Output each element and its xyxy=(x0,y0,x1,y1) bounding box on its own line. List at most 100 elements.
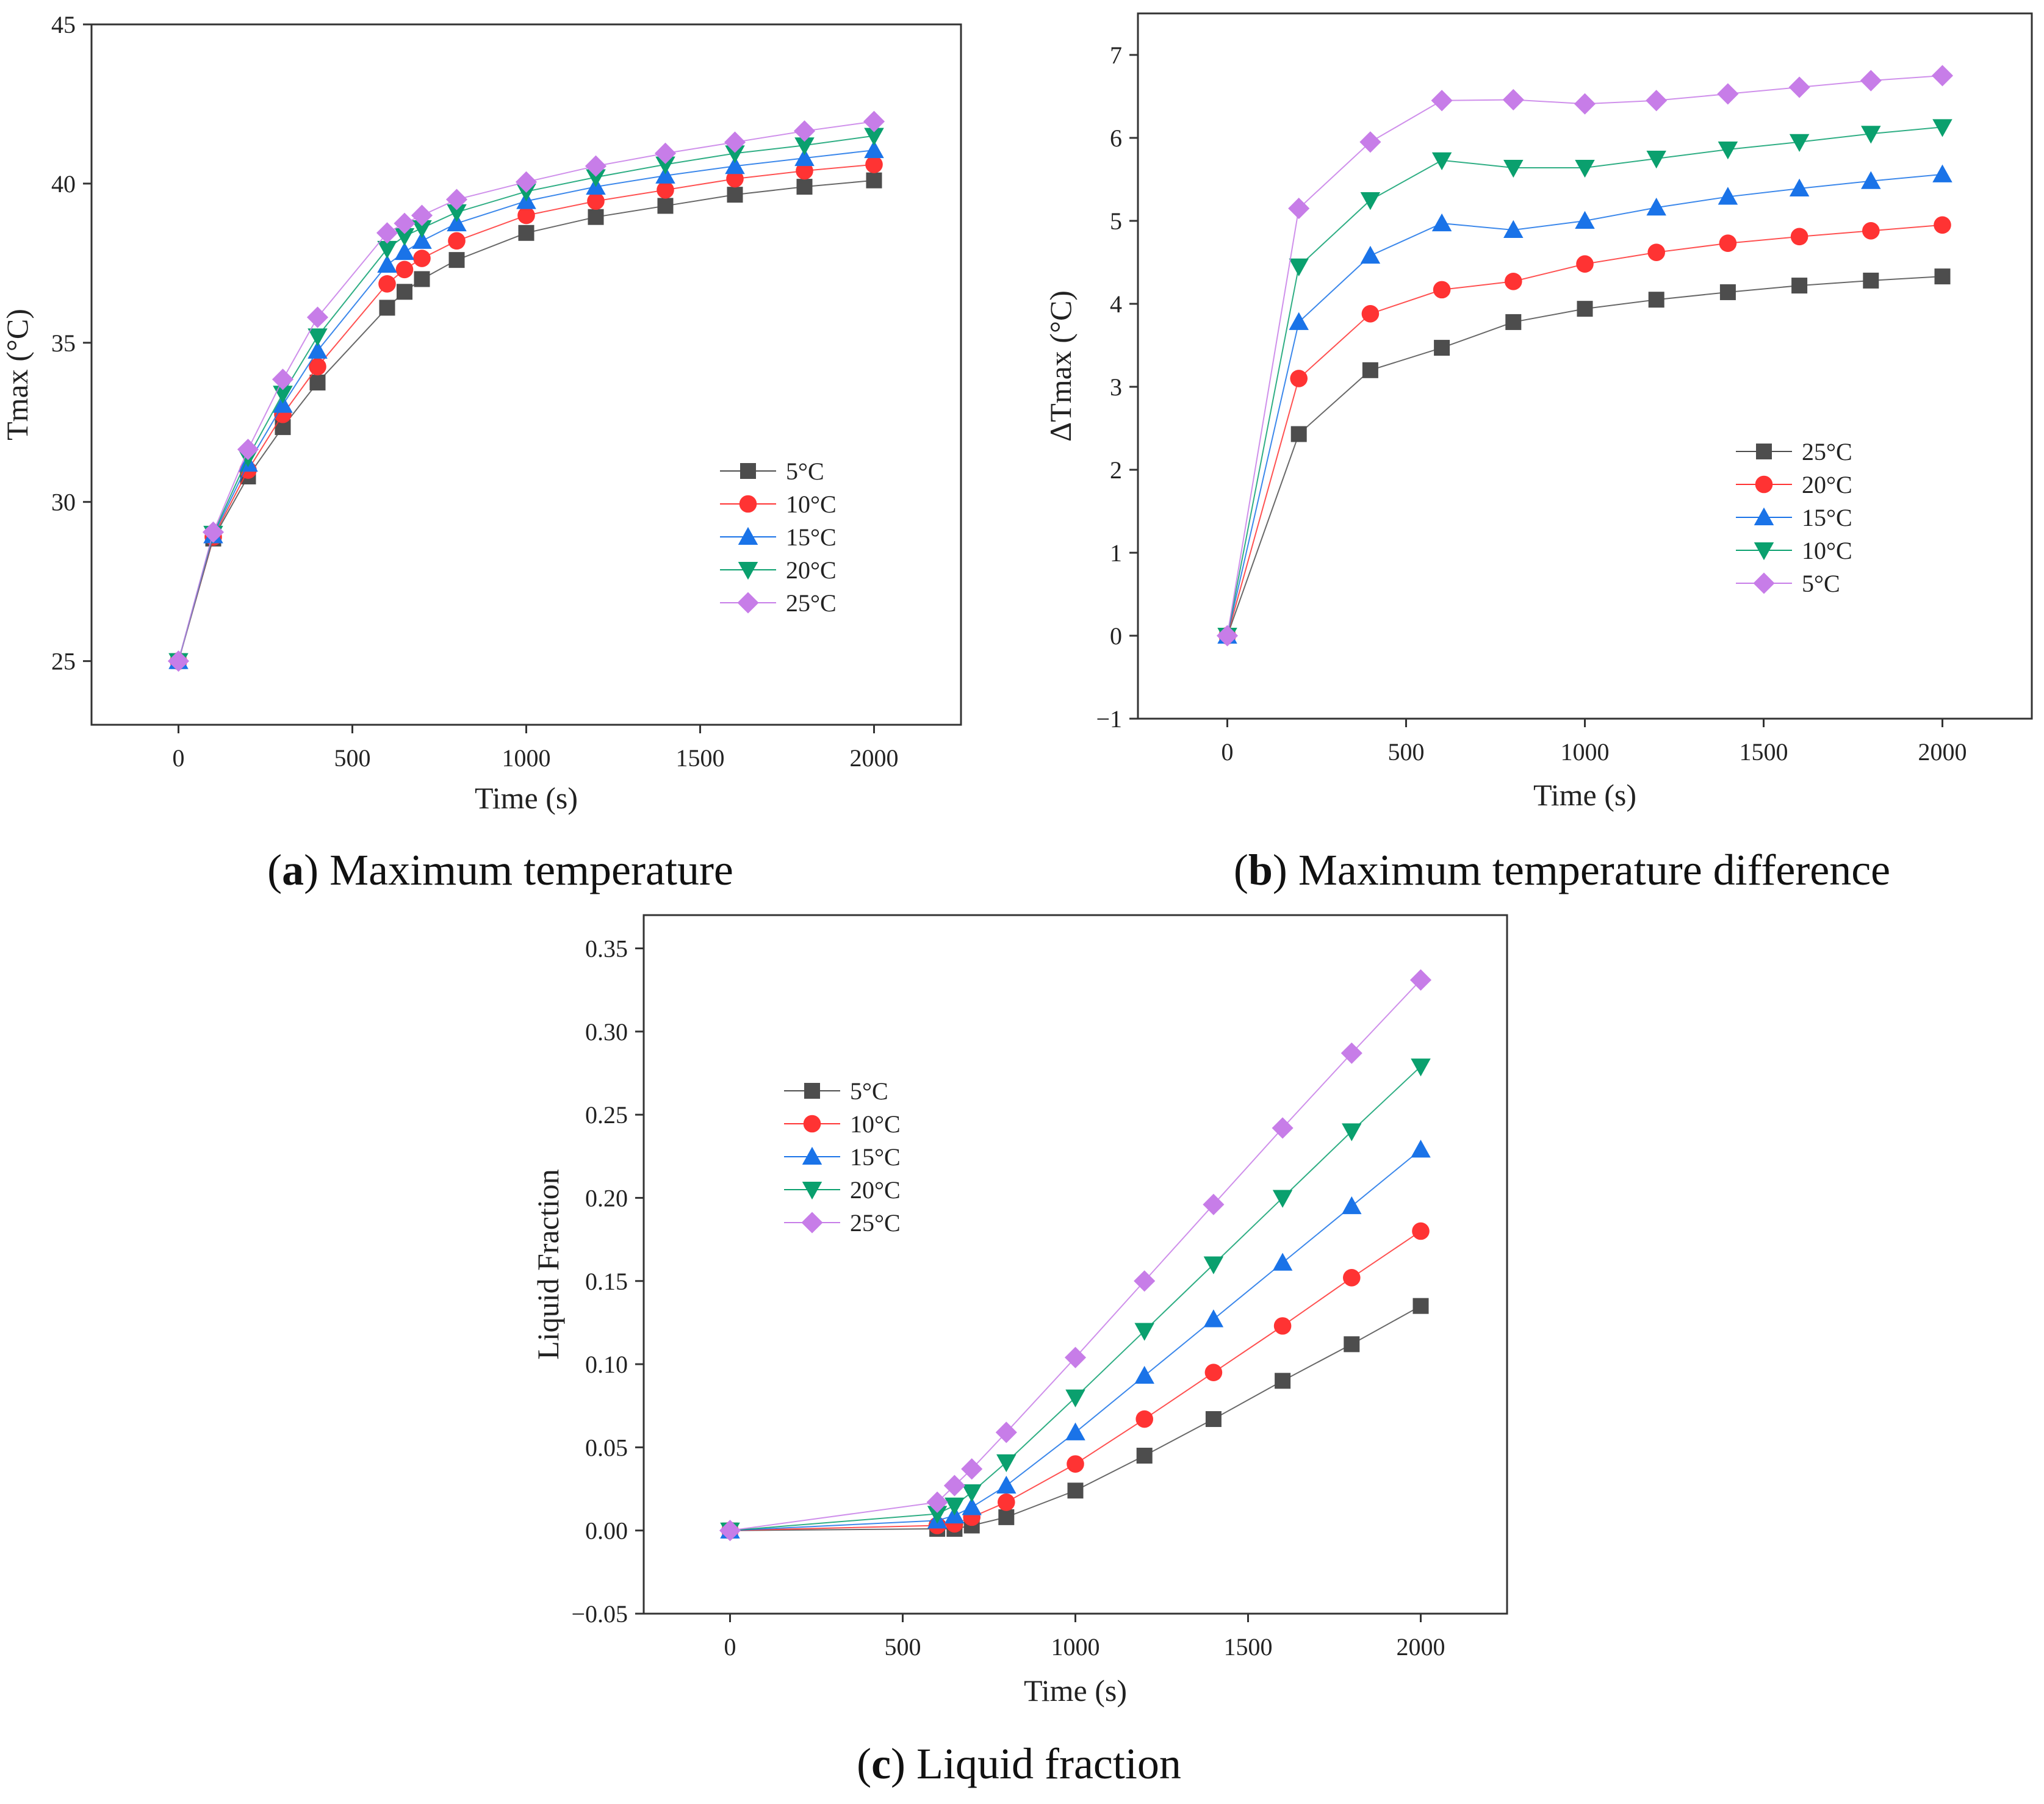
chart-a-data-point xyxy=(864,128,884,146)
chart-a-data-point xyxy=(445,189,468,210)
chart-a-legend-marker xyxy=(737,592,759,614)
chart-c-data-point xyxy=(996,1475,1017,1494)
chart-a-data-point xyxy=(411,204,433,226)
chart-a-x-tick-label: 1000 xyxy=(502,744,551,772)
chart-a-data-point xyxy=(308,340,328,359)
chart-a-data-point xyxy=(309,375,326,391)
chart-a-data-point xyxy=(586,169,606,187)
chart-a-data-point xyxy=(377,254,397,273)
chart-b-data-point xyxy=(1360,192,1381,210)
chart-c-data-point xyxy=(1342,1123,1362,1141)
chart-c-legend-label: 25°C xyxy=(850,1209,901,1237)
chart-b-data-point xyxy=(1576,255,1594,273)
chart-a-data-point xyxy=(515,171,538,193)
chart-c-data-point xyxy=(719,1520,741,1542)
chart-b-data-point xyxy=(1861,171,1881,189)
caption-a-letter: a xyxy=(282,846,304,894)
chart-c-data-point xyxy=(961,1458,983,1480)
chart-a-data-point xyxy=(727,187,743,203)
chart-c-data-point xyxy=(1135,1410,1153,1428)
chart-c-y-tick-label: 0.00 xyxy=(585,1517,628,1545)
chart-a-legend-label: 15°C xyxy=(786,523,837,551)
caption-b-text: Maximum temperature difference xyxy=(1287,846,1891,894)
chart-a-x-tick-label: 0 xyxy=(173,744,185,772)
chart-a-data-point xyxy=(376,222,398,244)
chart-b-legend-label: 20°C xyxy=(1802,471,1852,498)
chart-b-data-point xyxy=(1788,76,1810,98)
chart-b-data-point xyxy=(1863,272,1879,289)
chart-b-data-point xyxy=(1648,292,1664,308)
chart-b-data-point xyxy=(1719,234,1737,253)
chart-b-x-tick-label: 2000 xyxy=(1918,738,1967,766)
chart-b-data-point xyxy=(1575,159,1595,178)
chart-a-data-point xyxy=(588,209,604,225)
chart-b-data-point xyxy=(1717,83,1739,105)
caption-c-text: Liquid fraction xyxy=(905,1739,1181,1788)
chart-c-data-point xyxy=(1067,1455,1084,1473)
chart-c-data-point xyxy=(926,1491,948,1513)
chart-b-data-point xyxy=(1577,301,1593,317)
chart-b-data-point xyxy=(1503,220,1524,238)
chart-b-series-points xyxy=(1217,164,1952,644)
caption-a: (a) Maximum temperature xyxy=(267,846,733,894)
chart-b-data-point xyxy=(1718,142,1738,160)
chart-b-data-point xyxy=(1433,281,1451,299)
chart-a-data-point xyxy=(412,220,432,239)
chart-c-data-point xyxy=(1134,1323,1154,1341)
chart-a-data-point xyxy=(794,137,815,156)
chart-b-legend-marker xyxy=(1754,542,1774,561)
chart-c-data-point xyxy=(1275,1373,1291,1389)
chart-b-data-point xyxy=(1431,152,1452,170)
caption-c: (c) Liquid fraction xyxy=(857,1739,1181,1788)
chart-b-y-tick-label: 0 xyxy=(1110,622,1122,650)
chart-c-y-axis-label: Liquid Fraction xyxy=(531,1169,565,1359)
chart-b-data-point xyxy=(1431,213,1452,232)
chart-a-data-point xyxy=(864,140,884,159)
chart-c-legend-marker xyxy=(801,1212,823,1234)
chart-c-data-point xyxy=(1272,1190,1293,1208)
chart-a-legend-label: 25°C xyxy=(786,589,837,617)
chart-a-data-point xyxy=(726,170,744,188)
chart-a-data-point xyxy=(655,156,675,174)
chart-a-data-point xyxy=(413,250,431,267)
chart-a-data-point xyxy=(448,232,466,250)
chart-c-legend-label: 15°C xyxy=(850,1143,901,1171)
chart-b-data-point xyxy=(1646,197,1666,216)
chart-c-series-line xyxy=(730,979,1422,1531)
chart-b-y-tick-label: 5 xyxy=(1110,207,1122,235)
chart-a-data-point xyxy=(237,439,259,461)
chart-a-data-point xyxy=(587,192,605,210)
chart-b-data-point xyxy=(1789,178,1810,196)
chart-b-data-point xyxy=(1934,216,1951,234)
chart-maximum-temperature: 0 500 1000 1500 2000 25 30 35 40 45 Time (s) Tmax (… xyxy=(0,11,962,815)
caption-b: (b) Maximum temperature difference xyxy=(1233,846,1891,894)
chart-a-legend-marker xyxy=(738,562,758,580)
chart-a-x-axis-label: Time (s) xyxy=(475,781,578,815)
chart-a-data-point xyxy=(309,358,326,376)
chart-a-y-tick-label: 40 xyxy=(51,170,76,198)
chart-a-frame xyxy=(90,23,962,726)
chart-c-data-point xyxy=(945,1497,965,1516)
chart-b-y-tick-label: 4 xyxy=(1110,290,1122,318)
chart-c-data-point xyxy=(1344,1336,1360,1353)
chart-a-y-tick-label: 25 xyxy=(51,648,76,675)
chart-c-legend-marker xyxy=(803,1115,821,1133)
chart-c-y-tick-label: 0.15 xyxy=(585,1268,628,1295)
chart-a-y-axis-label: Tmax (°C) xyxy=(0,309,34,440)
chart-c-data-point xyxy=(1343,1269,1361,1287)
chart-b-legend-marker xyxy=(1753,572,1775,594)
chart-b-y-tick-label: 6 xyxy=(1110,124,1122,152)
chart-b-series-points xyxy=(1217,119,1952,646)
chart-a-data-point xyxy=(585,155,607,177)
chart-a-data-point xyxy=(379,300,395,316)
chart-b-data-point xyxy=(1719,284,1736,300)
chart-c-series-points xyxy=(722,1298,1429,1539)
chart-c-data-point xyxy=(1065,1422,1085,1440)
chart-b-data-point xyxy=(1503,159,1524,178)
chart-a-data-point xyxy=(308,328,328,347)
chart-c-legend-label: 20°C xyxy=(850,1176,901,1204)
chart-c-x-tick-label: 0 xyxy=(724,1633,736,1661)
chart-c-x-tick-label: 500 xyxy=(885,1633,921,1661)
chart-c-data-point xyxy=(1065,1389,1085,1407)
